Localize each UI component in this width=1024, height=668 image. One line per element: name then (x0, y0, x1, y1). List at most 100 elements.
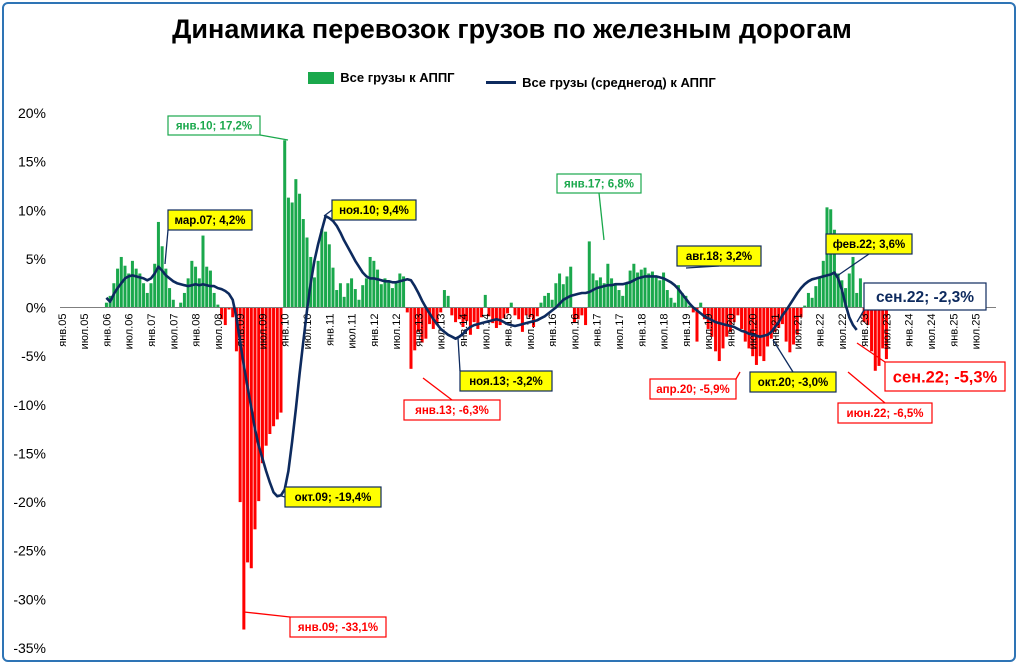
bar (153, 263, 157, 308)
bar (554, 283, 558, 308)
bar (145, 292, 149, 308)
x-tick-label: янв.06 (101, 314, 113, 347)
bar (182, 292, 186, 308)
annotation-leader (422, 377, 453, 401)
y-tick-label: 0% (26, 300, 46, 316)
bar (164, 268, 168, 308)
bar (769, 307, 773, 339)
bar (194, 266, 198, 308)
bar (710, 307, 714, 337)
x-tick-label: янв.22 (815, 314, 827, 347)
bar (654, 276, 658, 308)
bar (357, 299, 361, 308)
bar (695, 307, 699, 342)
bar (264, 307, 268, 446)
bar (275, 307, 279, 420)
bar (721, 307, 725, 349)
bar (558, 273, 562, 308)
bar (342, 296, 346, 308)
bar (520, 307, 524, 332)
bar (628, 270, 632, 308)
annotation-leader (243, 611, 291, 618)
x-tick-label: июл.09 (257, 314, 269, 350)
bar (877, 307, 881, 366)
bar (454, 307, 458, 323)
x-tick-label: июл.25 (971, 314, 983, 350)
bar (312, 277, 316, 308)
annotation-leader (164, 229, 169, 265)
bar (825, 207, 829, 308)
bar (142, 283, 146, 308)
annotation-leader (856, 309, 865, 323)
bar (806, 292, 810, 308)
bar (639, 269, 643, 308)
bar (851, 256, 855, 308)
bar (279, 307, 283, 413)
bar (751, 307, 755, 357)
bar (450, 307, 454, 316)
bar (483, 294, 487, 308)
annotation-leader (856, 342, 886, 363)
x-tick-label: июл.15 (525, 314, 537, 350)
x-tick-label: янв.18 (636, 314, 648, 347)
bar (361, 285, 365, 308)
bar (736, 307, 740, 316)
bar (580, 307, 584, 316)
bar (457, 307, 461, 320)
bar (740, 307, 744, 329)
annotation-label: ноя.10; 9,4% (339, 205, 409, 217)
legend-line-label: Все грузы (среднегод) к АППГ (522, 74, 716, 90)
bar (197, 278, 201, 308)
x-tick-label: июл.20 (748, 314, 760, 350)
annotation-leader (277, 494, 286, 498)
bar (350, 278, 354, 308)
bar (803, 305, 807, 308)
x-tick-label: июл.21 (792, 314, 804, 350)
y-tick-label: -15% (13, 445, 46, 461)
annotation-leader (836, 253, 870, 277)
bar (613, 283, 617, 308)
x-tick-label: июл.13 (436, 314, 448, 350)
annotation-label: окт.20; -3,0% (758, 377, 828, 389)
x-tick-label: янв.10 (280, 314, 292, 347)
y-tick-label: 10% (18, 202, 46, 218)
annotation-label: янв.13; -6,3% (415, 405, 489, 417)
legend-item-bars: Все грузы к АППГ (308, 70, 455, 85)
bar (561, 284, 565, 308)
chart-legend: Все грузы к АППГ Все грузы (среднегод) к… (0, 70, 1024, 90)
bar (249, 307, 253, 569)
bar (617, 290, 621, 308)
bar (862, 307, 866, 323)
legend-line-swatch (486, 80, 517, 84)
annotation-box (167, 209, 253, 231)
bar (788, 307, 792, 353)
bar (387, 280, 391, 308)
x-tick-label: июл.19 (703, 314, 715, 350)
bar (487, 307, 491, 317)
x-tick-label: янв.23 (859, 314, 871, 347)
bar (855, 292, 859, 308)
bar (383, 278, 387, 308)
x-tick-label: янв.15 (503, 314, 515, 347)
y-tick-label: -20% (13, 494, 46, 510)
bar (836, 273, 840, 308)
bar (647, 273, 651, 308)
x-tick-label: июл.06 (124, 314, 136, 350)
annotation-label: июн.22; -6,5% (847, 408, 924, 420)
bar (494, 307, 498, 328)
annotation-leader (259, 134, 289, 141)
y-tick-label: 15% (18, 154, 46, 170)
bar (847, 273, 851, 308)
annotation-box (749, 371, 837, 393)
bar (543, 295, 547, 308)
x-tick-label: июл.11 (347, 314, 359, 349)
x-tick-label: июл.14 (480, 314, 492, 350)
bar (587, 241, 591, 308)
bar (472, 307, 476, 323)
x-tick-label: июл.23 (881, 314, 893, 350)
bar (480, 307, 484, 318)
bar (335, 290, 339, 308)
bar (758, 307, 762, 357)
bar (491, 307, 495, 324)
